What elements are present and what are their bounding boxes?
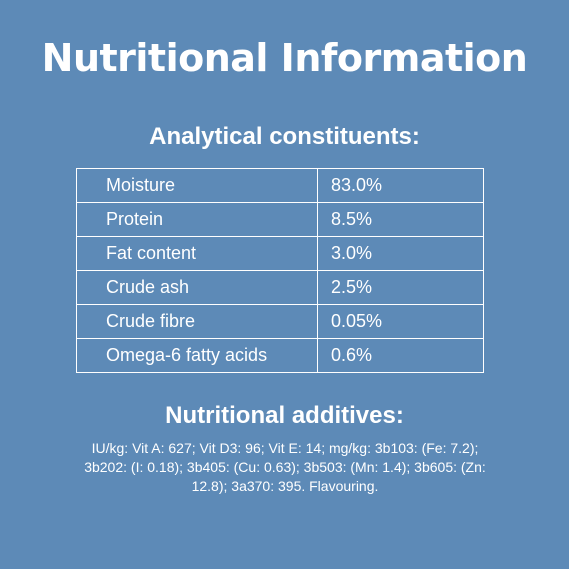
nutrient-name: Crude fibre xyxy=(76,304,318,339)
nutrient-value: 3.0% xyxy=(317,236,484,271)
nutrient-name: Protein xyxy=(76,202,318,237)
nutrient-value: 8.5% xyxy=(317,202,484,237)
title: Nutritional Information xyxy=(41,36,528,80)
table-row: Crude fibre 0.05% xyxy=(76,304,484,339)
nutrient-value: 0.05% xyxy=(317,304,484,339)
nutrient-value: 83.0% xyxy=(317,168,484,203)
section-heading: Analytical constituents: xyxy=(149,123,420,150)
table-row: Omega-6 fatty acids 0.6% xyxy=(76,338,484,373)
section-heading: Nutritional additives: xyxy=(165,402,404,429)
nutrient-value: 2.5% xyxy=(317,270,484,305)
table-row: Crude ash 2.5% xyxy=(76,270,484,305)
nutrient-name: Fat content xyxy=(76,236,318,271)
table-body: Moisture 83.0% Protein 8.5% Fat content 3.0% C… xyxy=(76,168,484,373)
table-row: Fat content 3.0% xyxy=(76,236,484,271)
additives-text: IU/kg: Vit A: 627; Vit D3: 96; Vit E: 14… xyxy=(84,440,486,494)
nutrient-name: Moisture xyxy=(76,168,318,203)
nutrient-value: 0.6% xyxy=(317,338,484,373)
nutrient-name: Omega-6 fatty acids xyxy=(76,338,318,373)
constituents-table: Moisture 83.0% Protein 8.5% Fat content 3.0% C… xyxy=(76,168,484,373)
table-row: Moisture 83.0% xyxy=(76,168,484,203)
nutrient-name: Crude ash xyxy=(76,270,318,305)
table-row: Protein 8.5% xyxy=(76,202,484,237)
